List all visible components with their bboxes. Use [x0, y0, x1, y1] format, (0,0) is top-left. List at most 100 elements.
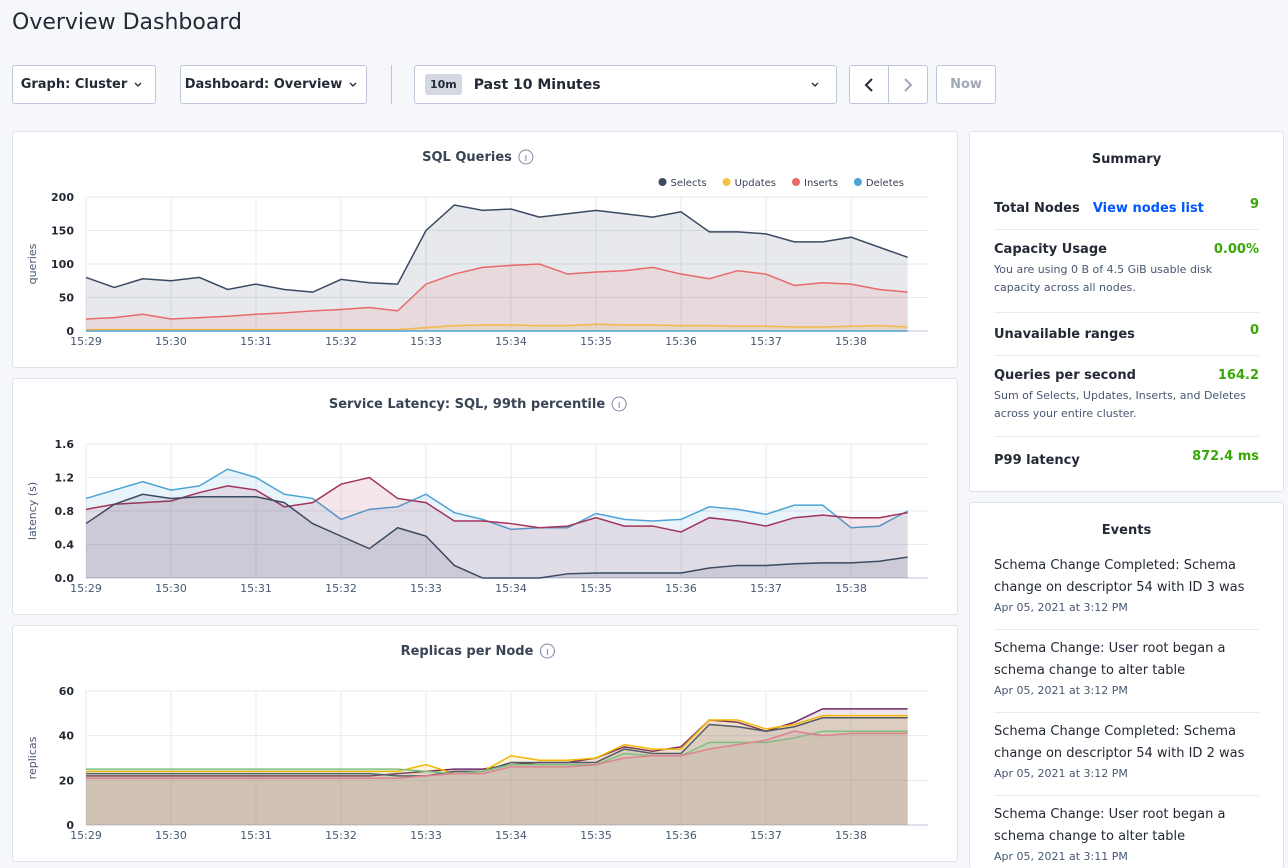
range-badge: 10m [425, 74, 462, 95]
y-tick-label: 0 [66, 325, 74, 338]
y-tick-label: 20 [59, 774, 75, 787]
page-title: Overview Dashboard [12, 10, 242, 35]
legend-swatch [853, 178, 862, 186]
event-date: Apr 05, 2021 at 3:12 PM [994, 601, 1128, 614]
legend-label: Selects [671, 178, 707, 189]
event-text: Schema Change: User root began a schema … [994, 807, 1226, 844]
summary-row: P99 latency 872.4 ms [994, 449, 1259, 479]
area [86, 469, 908, 578]
summary-value: 0 [1249, 323, 1259, 338]
x-tick-label: 15:32 [325, 829, 357, 842]
dashboard-select-label: Dashboard: Overview [184, 77, 343, 92]
y-axis-label: latency (s) [26, 482, 39, 540]
area [86, 494, 908, 578]
event: Schema Change: User root began a schema … [994, 638, 1259, 713]
x-tick-label: 15:36 [665, 582, 697, 595]
series-line [86, 323, 908, 331]
summary-value: 9 [1249, 197, 1259, 212]
now-button[interactable]: Now [936, 65, 996, 104]
summary-row: Total Nodes View nodes list 9 [994, 197, 1259, 230]
info-icon [539, 643, 555, 659]
summary-row: Capacity Usage 0.00% You are using 0 B o… [994, 242, 1259, 313]
event-text: Schema Change Completed: Schema change o… [994, 724, 1245, 761]
x-tick-label: 15:35 [580, 829, 612, 842]
events-panel: Events Schema Change Completed: Schema c… [969, 502, 1284, 868]
legend-swatch [658, 178, 667, 186]
series-line [85, 493, 908, 579]
chevron [134, 82, 142, 87]
x-tick-label: 15:31 [240, 829, 272, 842]
summary-value: 164.2 [1217, 368, 1259, 383]
area [86, 205, 908, 331]
chart-panel [12, 625, 958, 862]
series-line [86, 714, 908, 775]
y-tick-label: 200 [51, 191, 74, 204]
summary-row: Unavailable ranges 0 [994, 323, 1259, 356]
y-tick-label: 60 [59, 685, 75, 698]
next-button[interactable] [888, 65, 928, 104]
event-text: Schema Change: User root began a schema … [994, 641, 1226, 678]
x-tick-label: 15:30 [155, 829, 187, 842]
summary-label: Capacity Usage [994, 242, 1107, 257]
y-tick-label: 1.2 [55, 472, 75, 485]
event: Schema Change Completed: Schema change o… [994, 721, 1259, 796]
x-tick-label: 15:38 [835, 582, 867, 595]
area [86, 731, 908, 825]
x-tick-label: 15:38 [835, 829, 867, 842]
chart-title: Service Latency: SQL, 99th percentile [329, 397, 606, 412]
y-tick-label: 40 [59, 730, 75, 743]
x-tick-label: 15:31 [240, 335, 272, 348]
x-tick-label: 15:33 [410, 335, 442, 348]
x-tick-label: 15:30 [155, 335, 187, 348]
series-line [85, 204, 908, 293]
chart-panel [12, 131, 958, 368]
chevron [349, 82, 357, 87]
y-tick-label: 0.0 [55, 572, 75, 585]
dashboard-select[interactable]: Dashboard: Overview [180, 65, 367, 104]
nodes-link[interactable]: View nodes list [1092, 201, 1204, 216]
area [86, 264, 908, 331]
summary-title: Summary [1091, 152, 1162, 167]
legend-label: Deletes [866, 178, 904, 189]
series-line [86, 730, 908, 779]
y-tick-label: 1.6 [55, 438, 75, 451]
legend-label: Inserts [804, 178, 838, 189]
x-tick-label: 15:38 [835, 335, 867, 348]
x-tick-label: 15:37 [750, 829, 782, 842]
y-tick-label: 0.8 [55, 505, 75, 518]
charts: SQL Queries queries 15:29 15:30 15:31 15:32 15… [12, 131, 958, 862]
event-text: Schema Change Completed: Schema change o… [994, 558, 1245, 595]
x-tick-label: 15:35 [580, 582, 612, 595]
time-range-select[interactable]: 10m Past 10 Minutes [414, 65, 837, 104]
summary-row: Queries per second 164.2 Sum of Selects,… [994, 368, 1259, 437]
y-tick-label: 0 [66, 819, 74, 832]
x-tick-label: 15:37 [750, 582, 782, 595]
prev-button[interactable] [849, 65, 889, 104]
area [86, 477, 908, 578]
summary-description: You are using 0 B of 4.5 GiB usable disk… [994, 263, 1213, 294]
series-line [86, 730, 908, 775]
x-tick-label: 15:29 [70, 829, 102, 842]
series-line [85, 476, 908, 533]
x-tick-label: 15:29 [70, 582, 102, 595]
x-tick-label: 15:33 [410, 829, 442, 842]
graph-select[interactable]: Graph: Cluster [12, 65, 156, 104]
x-tick-label: 15:31 [240, 582, 272, 595]
legend-label: Updates [735, 178, 776, 189]
info-icon [611, 396, 627, 412]
chart-title: Replicas per Node [401, 644, 534, 659]
y-tick-label: 0.4 [55, 539, 75, 552]
area [86, 717, 908, 825]
x-tick-label: 15:35 [580, 335, 612, 348]
separator [391, 65, 392, 104]
x-tick-label: 15:34 [495, 582, 527, 595]
chart-panel [12, 378, 958, 615]
series-line [85, 468, 909, 531]
event-date: Apr 05, 2021 at 3:11 PM [994, 850, 1128, 863]
info-icon [518, 149, 534, 165]
x-tick-label: 15:36 [665, 335, 697, 348]
x-tick-label: 15:34 [495, 829, 527, 842]
summary-value: 872.4 ms [1192, 449, 1259, 464]
events-title: Events [1101, 523, 1152, 538]
x-tick-label: 15:33 [410, 582, 442, 595]
